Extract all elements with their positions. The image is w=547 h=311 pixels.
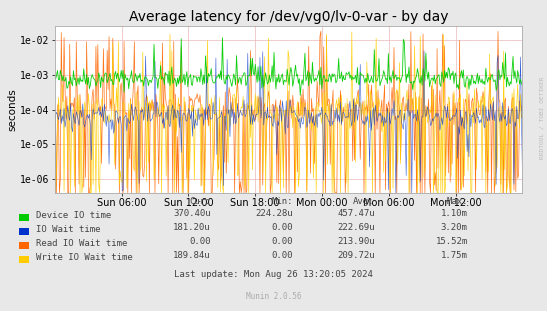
Text: 15.52m: 15.52m: [435, 236, 468, 245]
Text: 1.75m: 1.75m: [441, 250, 468, 259]
Text: 181.20u: 181.20u: [173, 222, 211, 231]
Text: 0.00: 0.00: [189, 236, 211, 245]
Text: 0.00: 0.00: [271, 222, 293, 231]
Text: 213.90u: 213.90u: [337, 236, 375, 245]
Title: Average latency for /dev/vg0/lv-0-var - by day: Average latency for /dev/vg0/lv-0-var - …: [129, 10, 449, 24]
Text: Write IO Wait time: Write IO Wait time: [36, 253, 132, 262]
Text: IO Wait time: IO Wait time: [36, 225, 100, 234]
Text: 3.20m: 3.20m: [441, 222, 468, 231]
Text: 370.40u: 370.40u: [173, 208, 211, 217]
Text: 0.00: 0.00: [271, 250, 293, 259]
Text: Min:: Min:: [271, 197, 293, 206]
Text: Munin 2.0.56: Munin 2.0.56: [246, 291, 301, 300]
Text: 1.10m: 1.10m: [441, 208, 468, 217]
Text: Device IO time: Device IO time: [36, 211, 111, 220]
Text: 0.00: 0.00: [271, 236, 293, 245]
Text: Read IO Wait time: Read IO Wait time: [36, 239, 127, 248]
Text: 222.69u: 222.69u: [337, 222, 375, 231]
Text: Last update: Mon Aug 26 13:20:05 2024: Last update: Mon Aug 26 13:20:05 2024: [174, 270, 373, 279]
Text: 189.84u: 189.84u: [173, 250, 211, 259]
Text: 457.47u: 457.47u: [337, 208, 375, 217]
Text: Max:: Max:: [446, 197, 468, 206]
Text: RRDTOOL / TOBI OETIKER: RRDTOOL / TOBI OETIKER: [539, 77, 544, 160]
Text: 224.28u: 224.28u: [255, 208, 293, 217]
Text: Avg:: Avg:: [353, 197, 375, 206]
Y-axis label: seconds: seconds: [7, 88, 17, 131]
Text: Cur:: Cur:: [189, 197, 211, 206]
Text: 209.72u: 209.72u: [337, 250, 375, 259]
